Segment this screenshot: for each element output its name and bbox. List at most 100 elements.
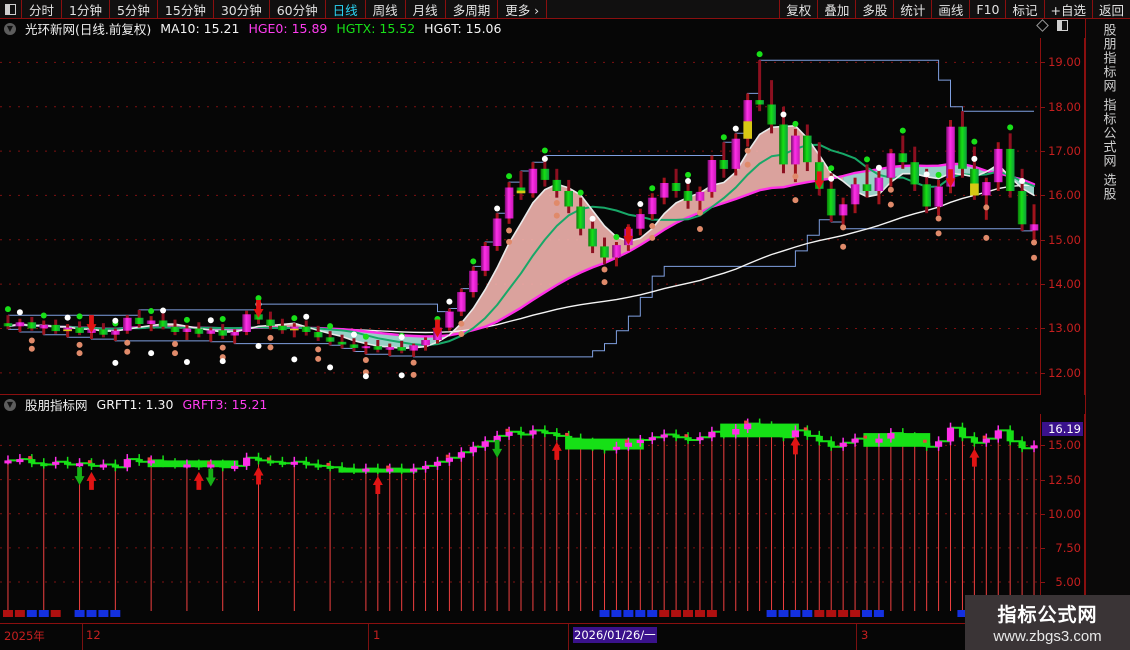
- sub-candle-body: [517, 431, 525, 435]
- neutral-dot: [183, 359, 190, 366]
- sub-marker-tick: [28, 456, 32, 460]
- period-tab-4[interactable]: 30分钟: [214, 0, 270, 18]
- neutral-dot: [112, 359, 119, 366]
- layout-split-square-icon[interactable]: [1057, 20, 1068, 31]
- toolbar-button-4[interactable]: 画线: [931, 0, 969, 18]
- date-separator: [82, 624, 83, 650]
- sub-marker-tick: [87, 460, 92, 464]
- price-axis[interactable]: 19.00 18.00 17.00 16.00 15.00 14.00 13.00 12.00: [1040, 38, 1085, 395]
- buy-signal-dot: [613, 234, 620, 240]
- chevron-down-circle-icon[interactable]: ▼: [4, 22, 16, 35]
- sell-signal-dot: [362, 356, 369, 363]
- toolbar-button-3[interactable]: 统计: [893, 0, 931, 18]
- candle-body: [719, 160, 729, 169]
- sub-candle-body: [815, 435, 823, 442]
- buy-signal-dot: [756, 51, 763, 58]
- candle-body: [767, 104, 776, 125]
- toolbar-button-1[interactable]: 叠加: [817, 0, 855, 18]
- sub-candle-body: [1030, 445, 1038, 449]
- period-tab-10[interactable]: 更多 ›: [498, 0, 548, 18]
- diamond-icon[interactable]: [1036, 19, 1049, 32]
- toolbar-button-2[interactable]: 多股: [855, 0, 893, 18]
- candle-body: [301, 326, 311, 332]
- sub-candle-body: [851, 438, 859, 443]
- sub-sell-arrow: [205, 468, 216, 487]
- sell-signal-dot: [410, 359, 417, 366]
- neutral-dot: [160, 307, 167, 314]
- neutral-dot: [685, 178, 692, 184]
- sub-candle-body: [612, 446, 621, 450]
- period-tab-8[interactable]: 月线: [406, 0, 446, 18]
- sell-signal-dot: [506, 238, 513, 245]
- toolbar-button-0[interactable]: 复权: [779, 0, 817, 18]
- toolbar-button-8[interactable]: 返回: [1091, 0, 1130, 18]
- sub-candle-body: [52, 461, 60, 465]
- sub-marker-tick: [624, 439, 629, 443]
- sell-signal-dot: [887, 186, 894, 193]
- period-tab-5[interactable]: 60分钟: [270, 0, 326, 18]
- watermark-title: 指标公式网: [997, 604, 1098, 626]
- sub-bottom-block: [695, 610, 705, 617]
- period-tab-9[interactable]: 多周期: [446, 0, 499, 18]
- candle-body: [993, 148, 1003, 183]
- right-side-panel[interactable]: 股朋指标网 指标公式网 选股: [1085, 19, 1130, 623]
- sub-marker-tick: [266, 457, 271, 461]
- candle-body: [982, 182, 991, 196]
- sub-buy-arrow: [551, 441, 562, 460]
- period-tab-0[interactable]: 分时: [22, 0, 63, 18]
- price-axis-label: 16.00: [1048, 188, 1081, 203]
- period-tab-3[interactable]: 15分钟: [158, 0, 214, 18]
- candle-body: [51, 324, 60, 332]
- candle-body: [946, 126, 955, 187]
- toolbar-button-5[interactable]: F10: [969, 0, 1005, 18]
- candle-body: [75, 327, 84, 333]
- sub-candle-body: [290, 461, 298, 465]
- sell-signal-dot: [601, 266, 608, 273]
- sub-price-axis[interactable]: 15.00 12.50 10.00 7.50 5.00 16.19: [1040, 414, 1085, 623]
- sub-bottom-block: [766, 610, 777, 617]
- price-tick: [1041, 151, 1045, 153]
- sub-candle-body: [171, 463, 179, 467]
- sub-candle-body: [28, 459, 36, 464]
- buy-arrow: [253, 300, 264, 319]
- sub-chevron-down-circle-icon[interactable]: ▼: [4, 398, 16, 411]
- toolbar-button-7[interactable]: +自选: [1043, 0, 1092, 18]
- sub-zone-block: [720, 423, 799, 438]
- sub-marker-tick: [445, 454, 450, 458]
- candle-body: [659, 183, 669, 198]
- toolbar-button-6[interactable]: 标记: [1005, 0, 1043, 18]
- period-tab-7[interactable]: 周线: [366, 0, 406, 18]
- sub-candle-body: [994, 430, 1002, 439]
- buy-signal-dot: [4, 306, 11, 313]
- bear-ribbon: [318, 328, 450, 349]
- sell-signal-dot: [887, 201, 894, 208]
- sub-candle-body: [923, 442, 931, 447]
- buy-signal-dot: [685, 171, 692, 178]
- price-axis-label: 19.00: [1048, 55, 1081, 70]
- sub-bottom-block: [98, 610, 109, 617]
- period-tab-6[interactable]: 日线: [326, 0, 366, 18]
- sub-zone-block: [147, 460, 239, 468]
- sub-indicator-pane[interactable]: [0, 414, 1085, 623]
- sub-price-tick: [1041, 547, 1045, 549]
- period-tab-1[interactable]: 1分钟: [62, 0, 110, 18]
- sub-candle-body: [254, 457, 263, 461]
- date-axis[interactable]: 2025年 12 1 2026/01/26/一 3: [0, 623, 1130, 650]
- period-tab-2[interactable]: 5分钟: [110, 0, 158, 18]
- sub-candle-body: [672, 434, 680, 438]
- candle-body: [15, 322, 25, 327]
- neutral-dot: [923, 171, 930, 178]
- date-separator: [368, 624, 369, 650]
- candle-body: [111, 330, 120, 335]
- sub-candle-body: [207, 464, 215, 468]
- main-price-pane[interactable]: [0, 38, 1085, 395]
- sub-candle-body: [266, 460, 275, 464]
- sell-signal-dot: [649, 234, 656, 241]
- sub-bottom-block: [38, 610, 49, 617]
- candle-body: [576, 206, 585, 229]
- sub-bottom-block: [862, 610, 872, 617]
- sell-signal-dot: [1031, 239, 1038, 246]
- candle-body: [278, 325, 287, 331]
- neutral-dot: [255, 343, 262, 350]
- split-square-icon[interactable]: [0, 0, 22, 18]
